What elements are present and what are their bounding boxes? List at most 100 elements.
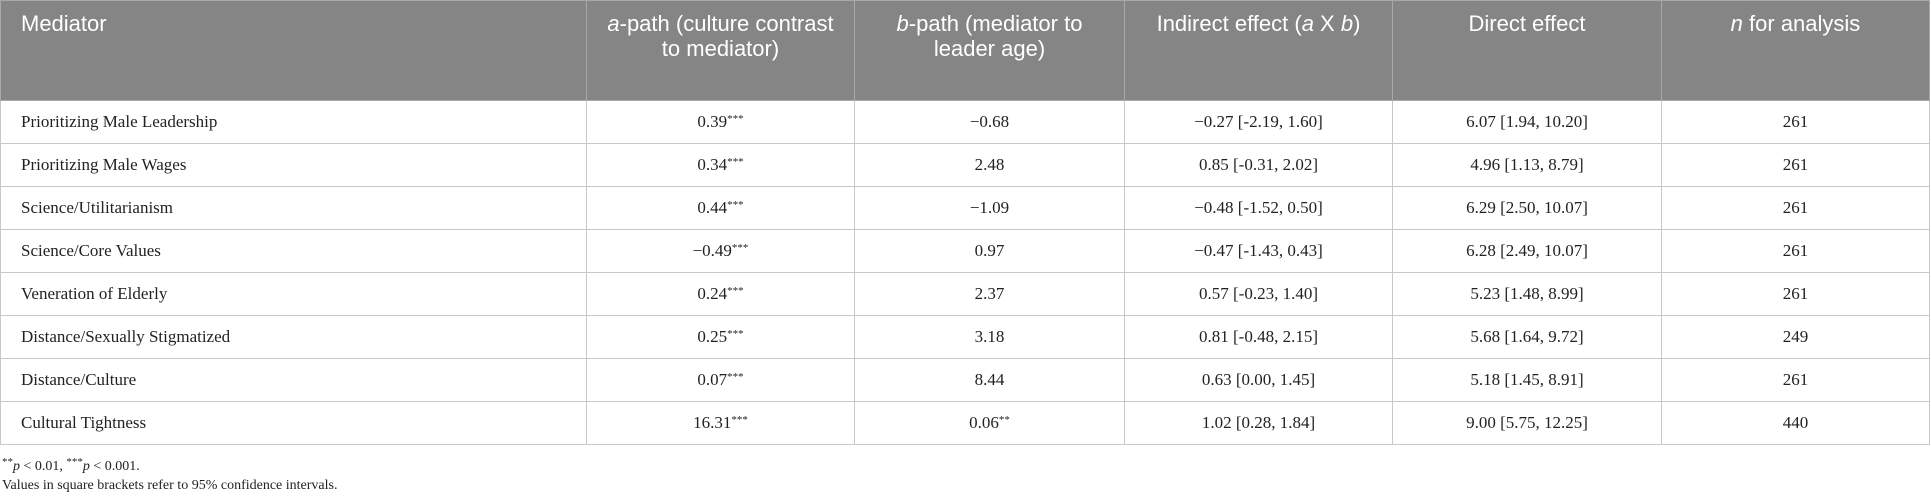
table-cell: 2.37 [854, 272, 1125, 316]
table-cell: 6.07 [1.94, 10.20] [1392, 100, 1662, 144]
table-cell: 2.48 [854, 143, 1125, 187]
text-segment: a [1301, 11, 1314, 36]
cell-value: 261 [1782, 112, 1809, 131]
header-row: Mediator a-path (culture contrast to medi… [0, 0, 1930, 101]
table-cell: 9.00 [5.75, 12.25] [1392, 401, 1662, 445]
cell-value: −0.47 [-1.43, 0.43] [1194, 241, 1323, 260]
text-segment: ** [2, 456, 13, 468]
table-row: Veneration of Elderly 0.24*** 2.37 0.57 [-0… [0, 272, 1930, 316]
text-segment: b [1340, 11, 1354, 36]
cell-value: 249 [1782, 327, 1809, 346]
table-cell: −1.09 [854, 186, 1125, 230]
significance-mark: *** [731, 414, 748, 426]
cell-value: 2.48 [974, 155, 1005, 174]
table-cell: 3.18 [854, 315, 1125, 359]
table-cell: −0.47 [-1.43, 0.43] [1124, 229, 1393, 273]
significance-mark: ** [998, 414, 1010, 426]
table-row: Science/Utilitarianism 0.44*** −1.09 −0.48 … [0, 186, 1930, 230]
cell-value: 5.23 [1.48, 8.99] [1470, 284, 1584, 303]
text-segment: ) [1353, 11, 1361, 36]
column-header: a-path (culture contrast to mediator) [586, 0, 855, 101]
table-cell: −0.48 [-1.52, 0.50] [1124, 186, 1393, 230]
mediator-name: Cultural Tightness [0, 401, 587, 445]
significance-mark: *** [727, 156, 744, 168]
mediator-name: Distance/Culture [0, 358, 587, 402]
text-segment: -path (culture contrast to mediator) [619, 11, 834, 61]
table-body: Prioritizing Male Leadership 0.39*** −0.68… [0, 100, 1930, 445]
table-cell: 0.85 [-0.31, 2.02] [1124, 143, 1393, 187]
table-cell: 0.81 [-0.48, 2.15] [1124, 315, 1393, 359]
table-cell: 5.23 [1.48, 8.99] [1392, 272, 1662, 316]
table-cell: −0.49*** [586, 229, 855, 273]
cell-value: 0.34 [697, 155, 728, 174]
significance-mark: *** [727, 199, 744, 211]
table-cell: 0.34*** [586, 143, 855, 187]
table-row: Distance/Culture 0.07*** 8.44 0.63 [0.00, 1… [0, 358, 1930, 402]
cell-value: 0.63 [0.00, 1.45] [1201, 370, 1316, 389]
cell-value: 261 [1782, 241, 1809, 260]
table-cell: 249 [1661, 315, 1930, 359]
text-segment: a [607, 11, 620, 36]
table-row: Science/Core Values −0.49*** 0.97 −0.47 [-1… [0, 229, 1930, 273]
cell-value: −0.68 [969, 112, 1010, 131]
table-cell: 8.44 [854, 358, 1125, 402]
table-cell: 261 [1661, 186, 1930, 230]
cell-value: Distance/Culture [21, 370, 137, 389]
cell-value: 16.31 [693, 413, 732, 432]
footnote: Values in square brackets refer to 95% c… [2, 478, 337, 494]
cell-value: 261 [1782, 284, 1809, 303]
table-cell: 261 [1661, 358, 1930, 402]
cell-value: −0.27 [-2.19, 1.60] [1194, 112, 1323, 131]
cell-value: −0.48 [-1.52, 0.50] [1194, 198, 1323, 217]
table-cell: 261 [1661, 143, 1930, 187]
cell-value: 6.29 [2.50, 10.07] [1466, 198, 1588, 217]
cell-value: 5.68 [1.64, 9.72] [1470, 327, 1584, 346]
table-cell: −0.27 [-2.19, 1.60] [1124, 100, 1393, 144]
cell-value: −0.49 [692, 241, 732, 260]
table-cell: 0.97 [854, 229, 1125, 273]
text-segment: p [82, 459, 90, 474]
cell-value: 8.44 [974, 370, 1005, 389]
cell-value: 0.25 [697, 327, 728, 346]
table-cell: 440 [1661, 401, 1930, 445]
table-cell: 0.24*** [586, 272, 855, 316]
cell-value: 6.28 [2.49, 10.07] [1466, 241, 1588, 260]
text-segment: Direct effect [1468, 11, 1586, 36]
cell-value: Distance/Sexually Stigmatized [21, 327, 231, 346]
column-header: Indirect effect (a X b) [1124, 0, 1393, 101]
column-header: Mediator [0, 0, 587, 101]
text-segment: n [1730, 11, 1743, 36]
table-cell: 5.68 [1.64, 9.72] [1392, 315, 1662, 359]
mediator-name: Science/Utilitarianism [0, 186, 587, 230]
table-row: Prioritizing Male Wages 0.34*** 2.48 0.85 [… [0, 143, 1930, 187]
text-segment: -path (mediator to leader age) [908, 11, 1083, 61]
table-cell: 0.07*** [586, 358, 855, 402]
significance-mark: *** [727, 113, 744, 125]
cell-value: Prioritizing Male Leadership [21, 112, 218, 131]
cell-value: 0.57 [-0.23, 1.40] [1199, 284, 1318, 303]
cell-value: Veneration of Elderly [21, 284, 168, 303]
cell-value: 0.24 [697, 284, 728, 303]
results-table: Mediator a-path (culture contrast to medi… [0, 0, 1930, 445]
mediator-name: Prioritizing Male Leadership [0, 100, 587, 144]
table-cell: 5.18 [1.45, 8.91] [1392, 358, 1662, 402]
cell-value: 1.02 [0.28, 1.84] [1201, 413, 1316, 432]
cell-value: Science/Utilitarianism [21, 198, 174, 217]
table-row: Cultural Tightness 16.31*** 0.06** 1.02 [0.… [0, 401, 1930, 445]
cell-value: 0.07 [697, 370, 728, 389]
mediator-name: Veneration of Elderly [0, 272, 587, 316]
column-header: b-path (mediator to leader age) [854, 0, 1125, 101]
text-segment: X [1313, 11, 1341, 36]
footnote: **p < 0.01, ***p < 0.001. [2, 456, 140, 475]
table-cell: 0.57 [-0.23, 1.40] [1124, 272, 1393, 316]
mediator-name: Prioritizing Male Wages [0, 143, 587, 187]
cell-value: 0.97 [974, 241, 1005, 260]
text-segment: for analysis [1742, 11, 1861, 36]
table-cell: −0.68 [854, 100, 1125, 144]
mediator-name: Distance/Sexually Stigmatized [0, 315, 587, 359]
table-cell: 261 [1661, 100, 1930, 144]
significance-mark: *** [727, 371, 744, 383]
cell-value: 0.44 [697, 198, 728, 217]
cell-value: 0.81 [-0.48, 2.15] [1199, 327, 1318, 346]
